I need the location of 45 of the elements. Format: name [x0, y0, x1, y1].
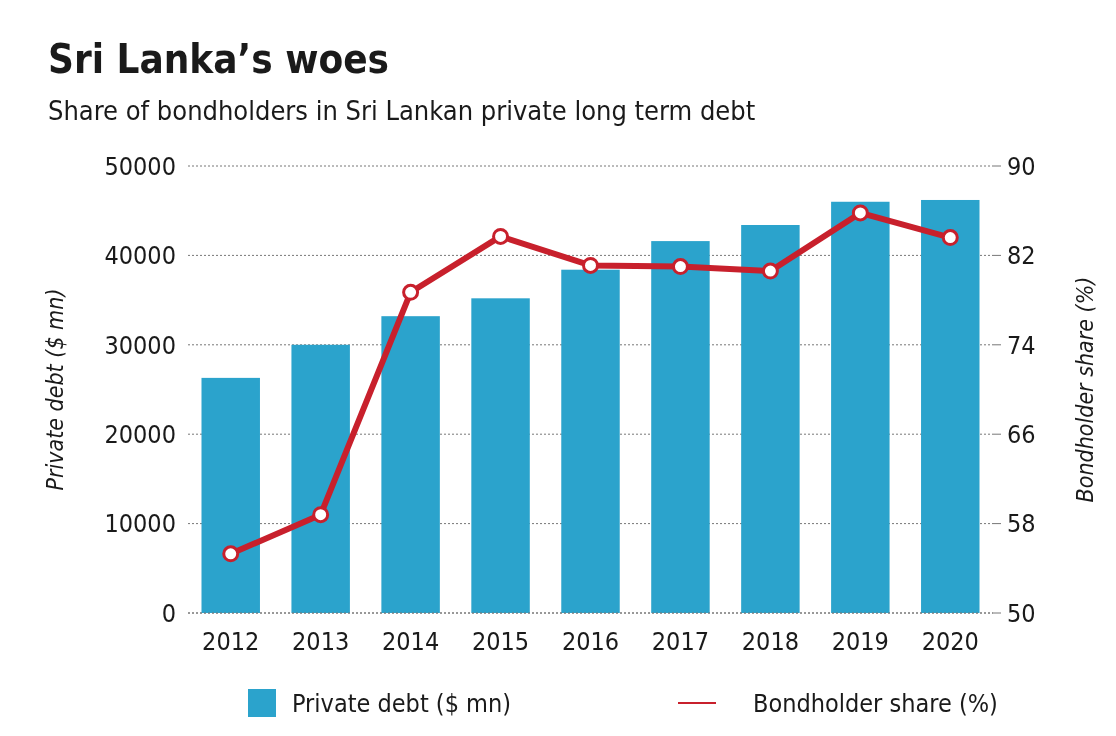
x-tick-label: 2012 [202, 627, 260, 656]
bar [741, 225, 800, 613]
bar [561, 269, 620, 613]
y-tick-label: 40000 [104, 241, 176, 271]
bar [921, 199, 980, 613]
bar [831, 201, 890, 613]
y-tick-label: 0 [161, 598, 176, 628]
point [402, 283, 420, 301]
x-tick-label: 2016 [561, 627, 620, 656]
x-tick-label: 2014 [381, 627, 440, 656]
y2-tick-label: 74 [1007, 330, 1036, 360]
y-axis-title: Private debt ($ mn) [42, 288, 68, 491]
point [671, 258, 689, 276]
y-tick-label: 30000 [104, 330, 176, 360]
legend-label: Bondholder share (%) [753, 688, 998, 718]
y-tick-label: 10000 [104, 509, 176, 539]
y2-tick-label: 90 [1007, 151, 1036, 181]
y-tick-label: 20000 [104, 419, 176, 449]
x-tick-label: 2017 [651, 627, 710, 656]
x-tick-label: 2019 [831, 627, 889, 656]
point [761, 262, 779, 280]
bar [381, 316, 440, 613]
y2-tick-label: 82 [1007, 241, 1036, 271]
x-tick-label: 2020 [921, 627, 979, 656]
point [312, 506, 330, 524]
chart-subtitle: Share of bondholders in Sri Lankan private long term debt [48, 95, 756, 126]
bar [651, 241, 710, 613]
legend-label: Private debt ($ mn) [292, 688, 512, 718]
y2-tick-label: 66 [1007, 419, 1036, 449]
y2-axis-title: Bondholder share (%) [1072, 276, 1098, 503]
x-tick-label: 2018 [741, 627, 800, 656]
x-tick-label: 2015 [471, 627, 530, 656]
point [582, 256, 599, 274]
y2-tick-label: 58 [1007, 509, 1036, 539]
bar [201, 377, 260, 613]
bar [471, 298, 530, 613]
bar [291, 344, 350, 613]
x-tick-label: 2013 [292, 627, 350, 656]
y2-tick-label: 50 [1007, 598, 1036, 628]
y-tick-label: 50000 [104, 151, 176, 181]
point [851, 204, 869, 222]
chart-title: Sri Lanka’s woes [48, 36, 389, 82]
point [222, 545, 240, 563]
point [941, 229, 959, 247]
point [492, 227, 510, 245]
